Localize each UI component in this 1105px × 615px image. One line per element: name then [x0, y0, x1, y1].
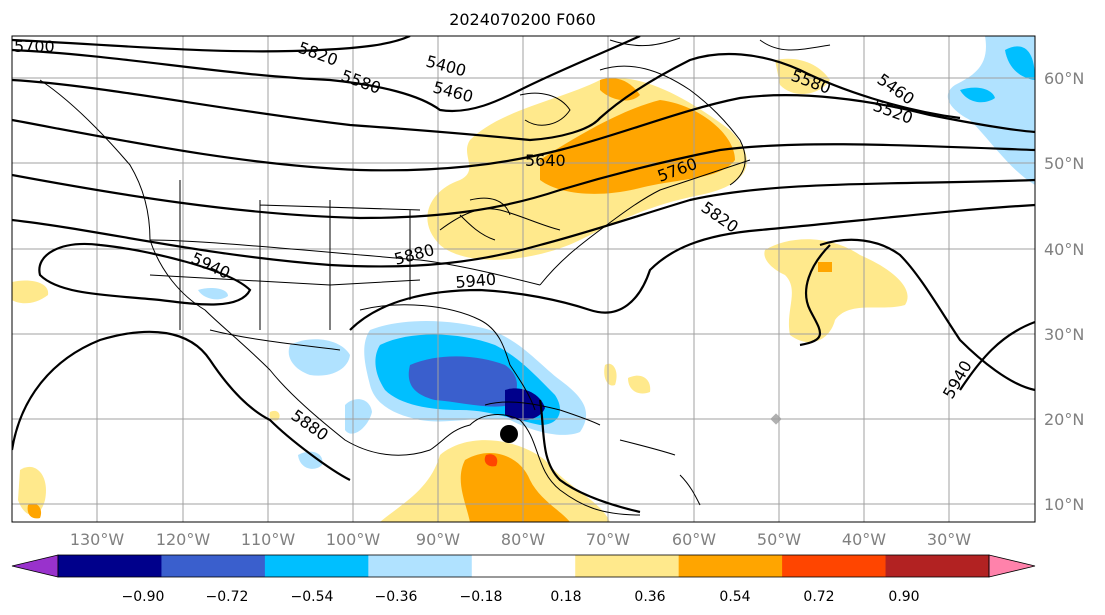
lon-tick-label: 110°W — [241, 530, 296, 549]
colorbar-segment — [264, 555, 369, 577]
colorbar-tick-label: 0.54 — [719, 589, 750, 605]
colorbar-segment — [368, 555, 473, 577]
negative-anomaly-dark — [505, 388, 545, 421]
colorbar-segment — [471, 555, 576, 577]
colorbar-tick-label: −0.72 — [206, 589, 249, 605]
positive-anomaly-central-america-peak — [484, 454, 498, 467]
positive-anomaly-atlantic — [764, 239, 908, 343]
colorbar-tick-label: 0.18 — [550, 589, 581, 605]
lon-tick-labels: 130°W 120°W 110°W 100°W 90°W 80°W 70°W 6… — [70, 530, 971, 549]
colorbar-segments — [11, 554, 1036, 578]
positive-patch — [604, 363, 617, 386]
lon-tick-label: 80°W — [501, 530, 545, 549]
contour-label: 5640 — [525, 151, 566, 170]
positive-patch-west — [12, 280, 49, 304]
colorbar-segment — [161, 555, 266, 577]
map-gridlines — [12, 36, 1035, 522]
lat-tick-label: 60°N — [1044, 69, 1084, 88]
lat-tick-label: 40°N — [1044, 240, 1084, 259]
lon-tick-label: 30°W — [927, 530, 971, 549]
colorbar-extend-min — [11, 554, 59, 578]
colorbar-segment — [575, 555, 680, 577]
colorbar-segment — [678, 555, 783, 577]
colorbar-tick-label: −0.54 — [291, 589, 334, 605]
positive-patch-pacific-core — [27, 503, 42, 519]
lat-tick-label: 30°N — [1044, 325, 1084, 344]
colorbar-tick-label: 0.90 — [888, 589, 919, 605]
colorbar-extend-max — [988, 554, 1036, 578]
lat-tick-label: 10°N — [1044, 495, 1084, 514]
lon-tick-label: 130°W — [70, 530, 125, 549]
colorbar-segment — [782, 555, 887, 577]
colorbar-outline — [57, 554, 990, 578]
negative-anomaly-patch — [198, 288, 228, 300]
negative-anomaly-patch — [345, 399, 372, 434]
negative-anomaly-northeast-core — [960, 87, 995, 103]
lon-tick-label: 50°W — [757, 530, 801, 549]
negative-anomaly-northeast — [947, 36, 1035, 185]
storm-center-marker — [500, 425, 518, 443]
colorbar-tick-label: −0.36 — [375, 589, 418, 605]
lat-tick-label: 50°N — [1044, 154, 1084, 173]
positive-anomaly-central-america-core — [460, 452, 570, 522]
colorbar: −0.90 −0.72 −0.54 −0.36 −0.18 0.18 0.36 … — [11, 554, 1036, 605]
positive-anomaly-atlantic-core — [818, 262, 832, 272]
positive-patch — [628, 375, 651, 394]
map-title: 2024070200 F060 — [449, 10, 596, 29]
colorbar-tick-label: −0.18 — [460, 589, 503, 605]
colorbar-tick-label: 0.36 — [634, 589, 665, 605]
map-frame — [11, 35, 1036, 523]
colorbar-segment — [58, 555, 162, 577]
lon-tick-label: 120°W — [156, 530, 211, 549]
lon-tick-label: 40°W — [842, 530, 886, 549]
lon-tick-label: 100°W — [326, 530, 381, 549]
lon-tick-label: 90°W — [416, 530, 460, 549]
colorbar-tick-label: −0.90 — [122, 589, 165, 605]
lon-tick-label: 60°W — [672, 530, 716, 549]
colorbar-tick-labels: −0.90 −0.72 −0.54 −0.36 −0.18 0.18 0.36 … — [122, 589, 920, 605]
height-contours — [12, 36, 1035, 514]
lat-tick-label: 20°N — [1044, 410, 1084, 429]
positive-patch — [269, 410, 280, 421]
positive-patch-pacific — [18, 466, 46, 515]
positive-anomaly-orange — [540, 100, 735, 194]
lon-tick-label: 70°W — [586, 530, 630, 549]
positive-anomaly-ne — [775, 58, 830, 95]
negative-anomaly-northeast-core — [1005, 46, 1035, 80]
negative-anomaly-mexico — [288, 339, 350, 376]
colorbar-tick-label: 0.72 — [803, 589, 834, 605]
colorbar-segment — [885, 555, 990, 577]
contour-label: 5940 — [455, 270, 497, 292]
negative-anomaly-patch — [298, 451, 323, 469]
lat-tick-labels: 60°N 50°N 40°N 30°N 20°N 10°N — [1044, 69, 1084, 514]
negative-anomaly-medium — [408, 356, 517, 407]
contour-label: 5700 — [14, 37, 55, 56]
